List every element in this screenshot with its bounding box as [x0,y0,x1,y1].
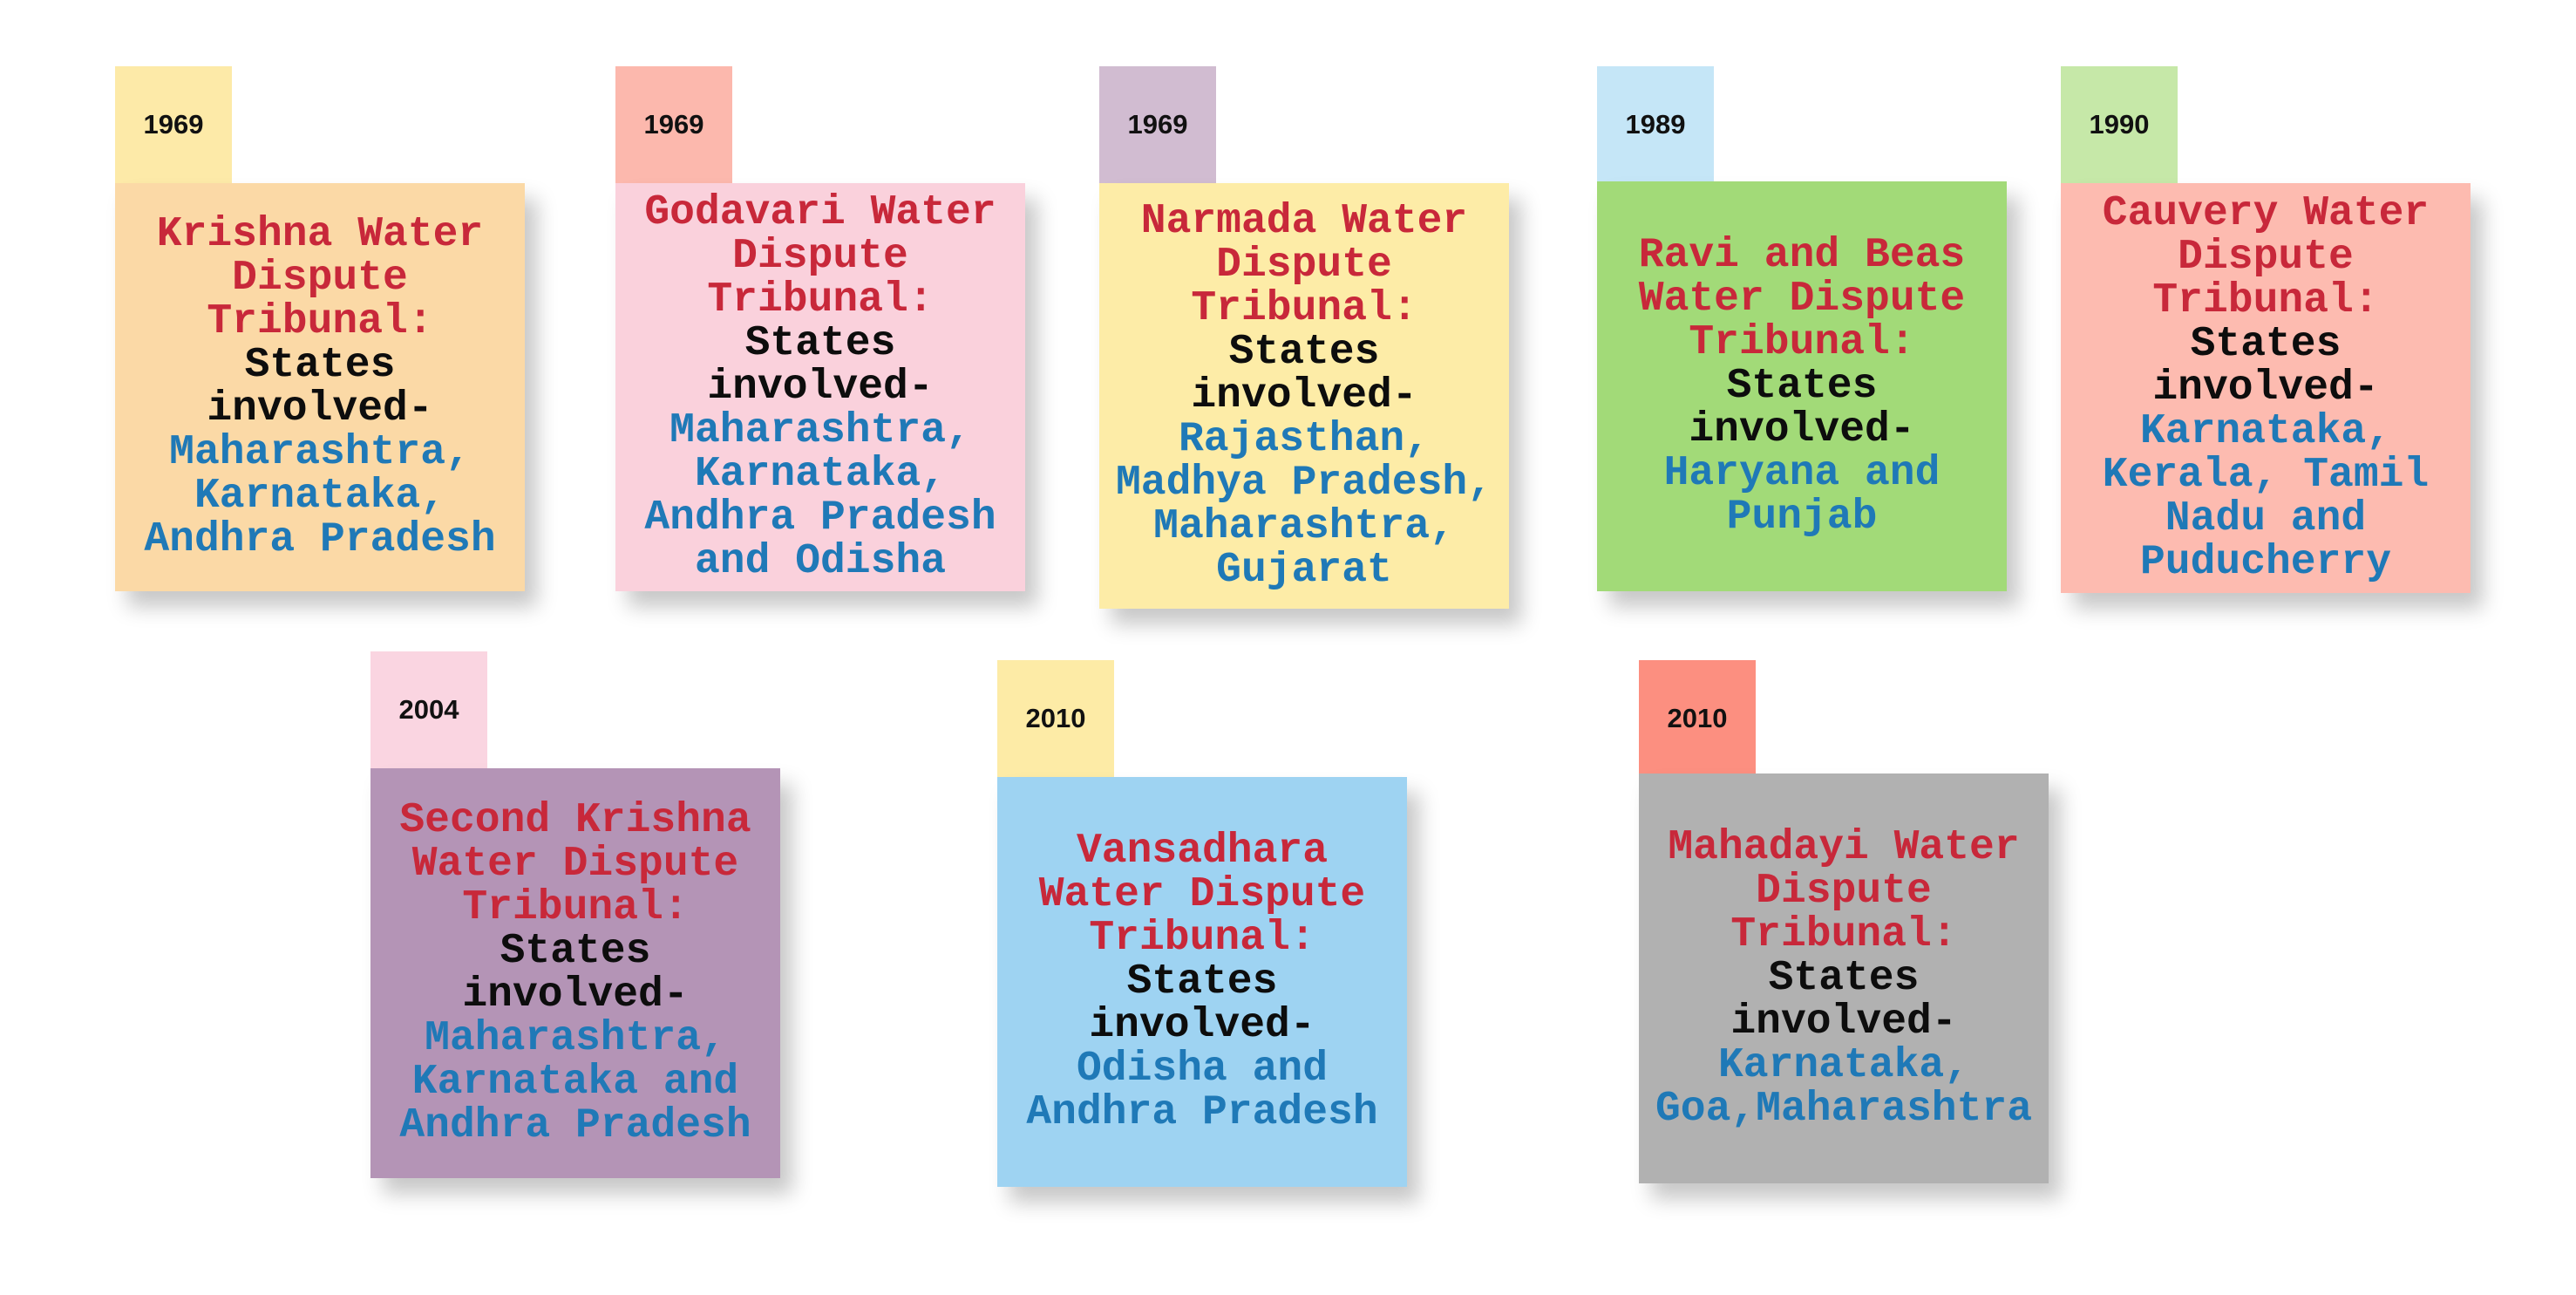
states-list-line: Gujarat [1216,547,1392,594]
tribunal-card: Second Krishna Water Dispute Tribunal: Stat… [370,768,780,1178]
tribunal-card: Krishna Water Dispute Tribunal: States invol… [115,183,525,591]
tribunal-title-line: Tribunal: [1689,319,1915,366]
year-tab: 1969 [615,66,732,183]
tribunal-title-line: Cauvery Water [2102,190,2430,237]
states-list-line: Goa,Maharashtra [1655,1086,2033,1133]
states-list-line: Karnataka, [2139,408,2392,455]
tribunal-title-line: Dispute [1756,868,1932,915]
tribunal-title-line: Tribunal: [207,298,433,345]
states-list-line: Maharashtra, [1153,503,1455,550]
states-list-line: Karnataka, [694,451,947,498]
states-list-line: Madhya Pradesh, [1115,460,1493,507]
states-involved-label: involved- [462,971,689,1019]
states-list-line: Nadu and [2165,495,2367,542]
tribunal-card: Mahadayi Water Dispute Tribunal: States invo… [1639,774,2049,1183]
year-tab: 2004 [370,651,487,768]
tribunal-title-line: Ravi and Beas [1638,232,1966,279]
tribunal-title-line: Narmada Water [1140,198,1468,245]
tribunal-title-line: Tribunal: [707,276,934,324]
tribunal-title-line: Vansadhara [1076,828,1329,875]
states-involved-label: States [244,342,396,389]
states-involved-label: States [1126,958,1278,1005]
states-involved-label: involved- [1730,999,1957,1046]
states-list-line: Andhra Pradesh [1026,1089,1378,1136]
states-involved-label: involved- [207,385,433,433]
tribunal-title-line: Tribunal: [462,884,689,931]
states-list-line: and Odisha [694,538,947,585]
states-involved-label: States [500,928,651,975]
states-list-line: Maharashtra, [425,1015,726,1062]
tribunal-title-line: Water Dispute [411,841,739,888]
tribunal-title-line: Tribunal: [1730,911,1957,958]
tribunal-title-line: Tribunal: [1191,285,1417,332]
tribunal-title-line: Dispute [1216,242,1392,289]
tribunal-title-line: Dispute [2178,234,2354,281]
tribunal-title-line: Tribunal: [1089,915,1315,962]
states-list-line: Karnataka, [194,473,446,520]
tribunal-card: Godavari Water Dispute Tribunal: States invo… [615,183,1025,591]
tribunal-card: Ravi and Beas Water Dispute Tribunal: State… [1597,181,2007,591]
states-involved-label: involved- [1089,1002,1315,1049]
tribunal-title-line: Krishna Water [156,211,484,258]
tribunal-title-line: Dispute [232,255,408,302]
year-tab: 1969 [1099,66,1216,183]
year-tab: 1989 [1597,66,1714,183]
tribunal-card: Vansadhara Water Dispute Tribunal: States in… [997,777,1407,1187]
tribunal-title-line: Tribunal: [2152,277,2379,324]
states-list-line: Kerala, Tamil [2102,452,2430,499]
states-list-line: Odisha and [1076,1046,1329,1093]
tribunal-card: Cauvery Water Dispute Tribunal: States invol… [2061,183,2471,593]
states-involved-label: States [2190,321,2342,368]
states-list-line: Andhra Pradesh [644,494,996,542]
year-tab: 1969 [115,66,232,183]
year-tab: 1990 [2061,66,2178,183]
states-list-line: Puducherry [2139,539,2392,586]
states-involved-label: involved- [1191,372,1417,419]
tribunal-title-line: Dispute [732,233,908,280]
states-involved-label: States [744,320,896,367]
year-tab: 2010 [997,660,1114,777]
tribunal-title-line: Godavari Water [644,189,996,236]
tribunal-title-line: Second Krishna [399,797,751,844]
states-involved-label: involved- [1689,406,1915,453]
states-involved-label: States [1726,363,1878,410]
year-tab: 2010 [1639,660,1756,777]
states-list-line: Haryana and [1663,450,1940,497]
states-list-line: Karnataka and [411,1059,739,1106]
states-involved-label: States [1768,955,1920,1002]
states-involved-label: involved- [707,364,934,411]
states-list-line: Andhra Pradesh [144,516,496,563]
states-list-line: Maharashtra, [669,407,971,454]
states-list-line: Punjab [1726,494,1878,541]
states-involved-label: States [1228,329,1380,376]
tribunal-card: Narmada Water Dispute Tribunal: States invol… [1099,183,1509,609]
tribunal-title-line: Mahadayi Water [1668,824,2020,871]
states-list-line: Andhra Pradesh [399,1102,751,1149]
tribunal-title-line: Water Dispute [1638,276,1966,323]
states-list-line: Maharashtra, [169,429,471,476]
states-list-line: Karnataka, [1717,1042,1970,1089]
tribunal-title-line: Water Dispute [1038,871,1366,918]
states-involved-label: involved- [2152,365,2379,412]
states-list-line: Rajasthan, [1178,416,1431,463]
